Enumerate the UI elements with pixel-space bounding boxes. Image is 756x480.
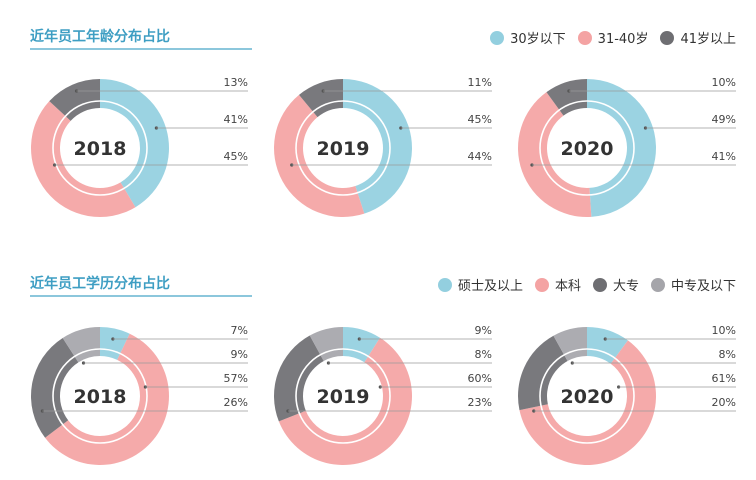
inner-ring — [52, 100, 148, 196]
legend-label: 31-40岁 — [597, 32, 649, 47]
percent-label: 57% — [224, 372, 248, 385]
legend-item-master[interactable]: 硕士及以上 — [437, 275, 523, 294]
donut-edu-2020: 10% 8% 61% 20% 2020 — [518, 324, 736, 465]
slice-edu-2020-3[interactable] — [553, 327, 587, 362]
percent-label: 41% — [712, 150, 736, 163]
slice-edu-2018-0[interactable] — [100, 327, 130, 360]
slice-age-2019-2[interactable] — [299, 79, 343, 118]
year-label: 2018 — [74, 138, 127, 160]
legend-swatch-icon — [534, 277, 549, 292]
percent-label: 60% — [468, 372, 492, 385]
edu-title-rule — [30, 295, 252, 297]
percent-label: 23% — [468, 396, 492, 409]
age-legend: 30岁以下 31-40岁 41岁以上 — [490, 28, 736, 47]
year-label: 2020 — [561, 386, 614, 408]
legend-swatch-icon — [650, 277, 665, 292]
slice-edu-2018-3[interactable] — [62, 327, 100, 363]
donut-age-2020: 10% 49% 41% 2020 — [517, 76, 736, 217]
inner-ring — [295, 100, 391, 196]
percent-label: 7% — [231, 324, 248, 337]
year-label: 2020 — [561, 138, 614, 160]
donut-age-2018: 13% 41% 45% 2018 — [31, 76, 248, 217]
slice-age-2019-1[interactable] — [274, 94, 365, 217]
legend-item-under-30[interactable]: 30岁以下 — [490, 28, 566, 47]
percent-label: 8% — [475, 348, 492, 361]
percent-label: 61% — [712, 372, 736, 385]
legend-item-over-41[interactable]: 41岁以上 — [660, 28, 736, 47]
percent-label: 10% — [712, 324, 736, 337]
slice-age-2018-2[interactable] — [49, 79, 100, 121]
legend-swatch-icon — [577, 30, 592, 45]
age-title-rule — [30, 48, 252, 50]
slice-age-2020-0[interactable] — [587, 79, 657, 217]
slice-age-2019-0[interactable] — [343, 79, 412, 214]
legend-swatch-icon — [437, 277, 452, 292]
slice-age-2020-2[interactable] — [546, 79, 587, 116]
slice-edu-2018-2[interactable] — [30, 337, 79, 438]
donut-edu-2019: 9% 8% 60% 23% 2019 — [274, 324, 492, 465]
slice-edu-2018-1[interactable] — [45, 333, 169, 465]
percent-label: 45% — [224, 150, 248, 163]
legend-label: 30岁以下 — [510, 32, 566, 47]
percent-label: 9% — [475, 324, 492, 337]
percent-label: 9% — [231, 348, 248, 361]
slice-edu-2020-0[interactable] — [587, 327, 628, 364]
percent-label: 13% — [224, 76, 248, 89]
percent-label: 8% — [719, 348, 736, 361]
inner-ring — [52, 348, 148, 444]
percent-label: 45% — [468, 113, 492, 126]
legend-item-31-40[interactable]: 31-40岁 — [577, 28, 649, 47]
legend-swatch-icon — [660, 30, 675, 45]
legend-label: 大专 — [612, 279, 639, 294]
legend-item-bachelor[interactable]: 本科 — [534, 275, 581, 294]
legend-swatch-icon — [592, 277, 607, 292]
inner-ring — [539, 348, 635, 444]
donut-edu-2018: 7% 9% 57% 26% 2018 — [30, 324, 248, 465]
slice-edu-2019-3[interactable] — [309, 327, 343, 361]
inner-ring — [539, 100, 635, 196]
slice-age-2018-0[interactable] — [100, 79, 169, 208]
slice-edu-2019-0[interactable] — [343, 327, 380, 363]
legend-swatch-icon — [490, 30, 505, 45]
inner-ring — [295, 348, 391, 444]
edu-legend: 硕士及以上 本科 大专 中专及以下 — [437, 275, 736, 294]
percent-label: 49% — [712, 113, 736, 126]
percent-label: 26% — [224, 396, 248, 409]
age-section-title: 近年员工年龄分布占比 — [30, 29, 170, 45]
percent-label: 44% — [468, 150, 492, 163]
slice-edu-2020-1[interactable] — [519, 340, 656, 465]
percent-label: 20% — [712, 396, 736, 409]
legend-item-secondary[interactable]: 中专及以下 — [650, 275, 736, 294]
percent-label: 41% — [224, 113, 248, 126]
donut-age-2019: 11% 45% 44% 2019 — [274, 76, 492, 217]
legend-item-college[interactable]: 大专 — [592, 275, 639, 294]
year-label: 2019 — [317, 386, 370, 408]
legend-label: 41岁以上 — [680, 32, 736, 47]
slice-age-2020-1[interactable] — [517, 92, 592, 217]
percent-label: 11% — [468, 76, 492, 89]
year-label: 2018 — [74, 386, 127, 408]
slice-edu-2019-1[interactable] — [278, 337, 412, 465]
legend-label: 中专及以下 — [670, 279, 736, 294]
legend-label: 硕士及以上 — [457, 279, 523, 294]
year-label: 2019 — [317, 138, 370, 160]
slice-edu-2020-2[interactable] — [518, 335, 568, 411]
legend-label: 本科 — [554, 279, 581, 294]
percent-label: 10% — [712, 76, 736, 89]
edu-section-title: 近年员工学历分布占比 — [30, 276, 170, 292]
